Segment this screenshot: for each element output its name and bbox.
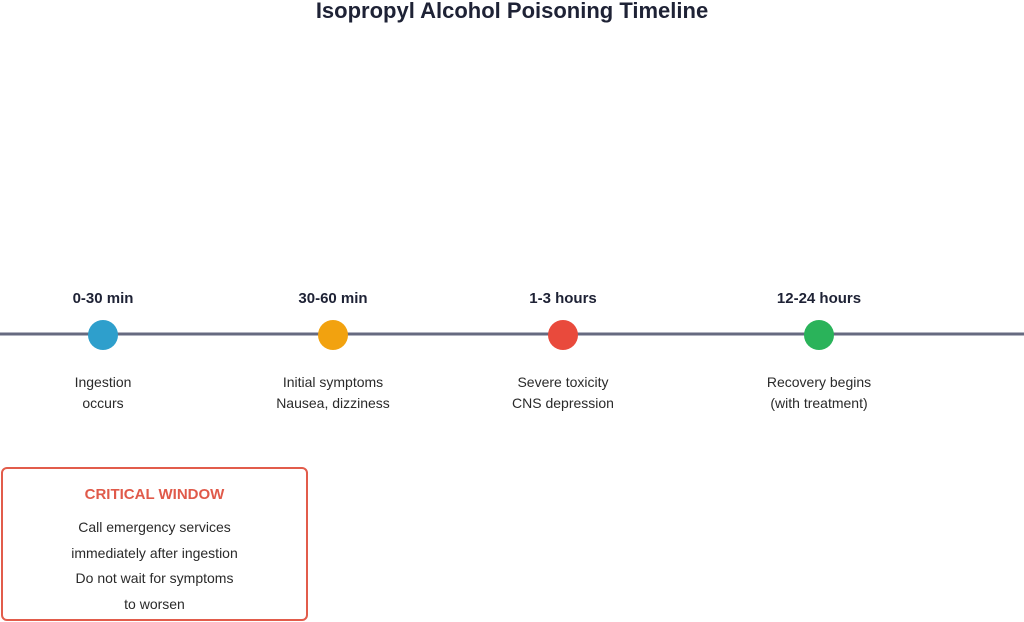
critical-window-line: to worsen — [124, 595, 185, 612]
stage-description-line: Initial symptoms — [282, 374, 384, 390]
stage-time-2: 30-60 min — [298, 290, 368, 307]
stage-time-3: 1-3 hours — [529, 290, 597, 307]
stage-description-line: Recovery begins — [766, 374, 872, 390]
stage-time-4: 12-24 hours — [776, 290, 862, 307]
critical-window-line: Do not wait for symptoms — [75, 570, 234, 586]
critical-window-box: CRITICAL WINDOW Call emergency services … — [1, 467, 308, 621]
stage-description-1: Ingestion occurs — [0, 372, 213, 414]
stage-description-3: Severe toxicity CNS depression — [453, 372, 673, 414]
stage-marker-1 — [88, 320, 118, 350]
stage-description-line: Nausea, dizziness — [276, 395, 390, 411]
critical-window-title: CRITICAL WINDOW — [84, 486, 225, 503]
critical-window-text: Call emergency services immediately afte… — [3, 515, 306, 617]
stage-marker-3 — [548, 320, 578, 350]
stage-description-4: Recovery begins (with treatment) — [709, 372, 929, 414]
stage-description-2: Initial symptoms Nausea, dizziness — [223, 372, 443, 414]
stage-description-line: CNS depression — [512, 395, 614, 411]
stage-marker-2 — [318, 320, 348, 350]
stage-description-line: Ingestion — [74, 374, 132, 390]
stage-description-line: occurs — [82, 395, 124, 411]
critical-window-line: immediately after ingestion — [71, 544, 238, 561]
page-title: Isopropyl Alcohol Poisoning Timeline — [315, 0, 709, 23]
stage-time-1: 0-30 min — [72, 290, 134, 307]
critical-window-line: Call emergency services — [78, 519, 231, 535]
stage-marker-4 — [804, 320, 834, 350]
stage-description-line: Severe toxicity — [517, 374, 609, 390]
stage-description-line: (with treatment) — [770, 395, 868, 411]
